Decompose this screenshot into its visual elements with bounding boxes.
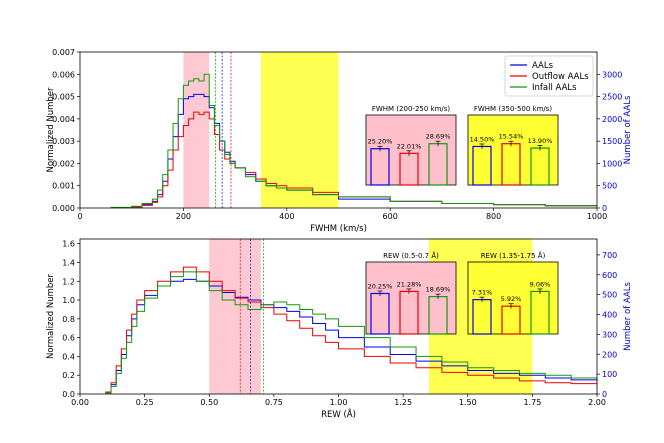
right-y-tick-label: 500 [602, 291, 617, 300]
right-y-tick-label: 2500 [602, 93, 622, 102]
inset-title: REW (1.35-1.75 Å) [481, 251, 546, 260]
x-tick-label: 800 [486, 212, 501, 221]
y-tick-label: 0.0 [62, 390, 75, 399]
inset-percent-label: 22.01% [397, 142, 422, 150]
legend-label: Outflow AALs [532, 72, 589, 82]
y-tick-label: 0.2 [62, 371, 75, 380]
series-outflow-aals [110, 111, 597, 209]
y-tick-label: 0.007 [52, 48, 75, 57]
x-axis-label: REW (Å) [321, 408, 356, 420]
x-tick-label: 0.25 [136, 398, 154, 407]
y-tick-label: 0.005 [52, 93, 75, 102]
legend-label: AALs [532, 61, 554, 71]
y-tick-label: 1.0 [62, 296, 75, 305]
right-y-tick-label: 3000 [602, 70, 622, 79]
y-tick-label: 0.8 [62, 315, 75, 324]
x-axis-label: FWHM (km/s) [310, 224, 367, 234]
inset-title: REW (0.5-0.7 Å) [383, 251, 439, 260]
x-tick-label: 0 [77, 212, 82, 221]
inset-2: FWHM (350-500 km/s) 14.50% 15.54% 13.90% [467, 105, 559, 186]
x-tick-label: 1000 [587, 212, 607, 221]
right-y-tick-label: 500 [602, 182, 617, 191]
inset-title: FWHM (350-500 km/s) [474, 105, 553, 113]
x-tick-label: 0.75 [265, 398, 283, 407]
right-y-tick-label: 1500 [602, 137, 622, 146]
right-y-tick-label: 400 [602, 311, 617, 320]
inset-1: REW (0.5-0.7 Å) 20.25% 21.28% 18.69% [365, 251, 457, 335]
y-tick-label: 0.001 [52, 182, 75, 191]
axes-frame [79, 51, 598, 209]
x-tick-label: 1.50 [459, 398, 477, 407]
right-y-axis-label: Number of AALs [623, 282, 633, 351]
right-y-axis-label: Number of AALs [623, 95, 633, 164]
x-tick-label: 2.00 [588, 398, 606, 407]
right-y-tick-label: 100 [602, 370, 617, 379]
shaded-region [260, 52, 339, 208]
right-y-tick-label: 300 [602, 330, 617, 339]
y-axis-label: Normalized Number [46, 273, 56, 359]
y-tick-label: 0.4 [62, 352, 75, 361]
x-tick-label: 1.25 [394, 398, 412, 407]
right-y-tick-label: 600 [602, 271, 617, 280]
panel-2: 0.00 0.25 0.50 0.75 1.00 1.25 1.50 1.75 2.000.00… [46, 238, 633, 420]
inset-frame [467, 114, 559, 186]
y-tick-label: 0.004 [52, 115, 75, 124]
inset-percent-label: 21.28% [397, 280, 422, 288]
y-tick-label: 1.6 [62, 240, 75, 249]
right-y-tick-label: 1000 [602, 159, 622, 168]
inset-frame [365, 261, 457, 335]
x-tick-label: 1.00 [330, 398, 348, 407]
y-tick-label: 0.6 [62, 334, 75, 343]
inset-percent-label: 9.06% [530, 280, 551, 288]
x-tick-label: 200 [176, 212, 191, 221]
x-tick-label: 400 [279, 212, 294, 221]
x-tick-label: 1.75 [523, 398, 541, 407]
series-infall-aals [110, 73, 597, 208]
series-infall-aals [105, 271, 598, 394]
right-y-tick-label: 200 [602, 350, 617, 359]
legend-box [504, 55, 594, 97]
inset-percent-label: 13.90% [528, 137, 553, 145]
inset-frame [365, 114, 457, 186]
inset-percent-label: 20.25% [368, 282, 393, 290]
right-y-tick-label: 2000 [602, 115, 622, 124]
y-axis-label: Normalized Number [46, 87, 56, 173]
y-tick-label: 0.006 [52, 70, 75, 79]
y-tick-label: 1.4 [62, 258, 75, 267]
panel-1: 0 200 400 600 800 1000 0.000 0.001 0.002 0.003 0.0… [46, 48, 633, 234]
inset-percent-label: 15.54% [499, 133, 524, 141]
inset-percent-label: 14.50% [470, 135, 495, 143]
inset-percent-label: 5.92% [501, 295, 522, 303]
right-y-tick-label: 700 [602, 251, 617, 260]
y-tick-label: 0.000 [52, 204, 75, 213]
right-y-tick-label: 0 [602, 390, 607, 399]
inset-percent-label: 7.31% [472, 289, 493, 297]
x-tick-label: 0.50 [200, 398, 218, 407]
shaded-region [183, 52, 210, 208]
x-tick-label: 600 [383, 212, 398, 221]
inset-percent-label: 18.69% [426, 286, 451, 294]
y-tick-label: 0.003 [52, 137, 75, 146]
legend-label: Infall AALs [532, 83, 577, 93]
inset-1: FWHM (200-250 km/s) 25.20% 22.01% 28.69% [365, 105, 457, 186]
inset-title: FWHM (200-250 km/s) [372, 105, 451, 113]
inset-percent-label: 28.69% [426, 133, 451, 141]
right-y-tick-label: 0 [602, 204, 607, 213]
inset-2: REW (1.35-1.75 Å) 7.31% 5.92% 9.06% [467, 251, 559, 335]
shaded-region [209, 239, 261, 394]
y-tick-label: 1.2 [62, 277, 75, 286]
y-tick-label: 0.002 [52, 159, 75, 168]
x-tick-label: 0.00 [71, 398, 89, 407]
inset-percent-label: 25.20% [368, 138, 393, 146]
